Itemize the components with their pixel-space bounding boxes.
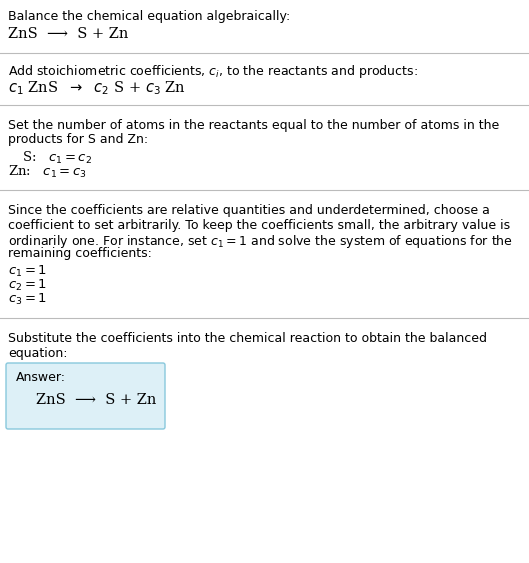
Text: $c_1$ ZnS  $\rightarrow$  $c_2$ S + $c_3$ Zn: $c_1$ ZnS $\rightarrow$ $c_2$ S + $c_3$ … — [8, 79, 186, 97]
Text: Answer:: Answer: — [16, 371, 66, 384]
Text: Set the number of atoms in the reactants equal to the number of atoms in the: Set the number of atoms in the reactants… — [8, 119, 499, 132]
Text: Since the coefficients are relative quantities and underdetermined, choose a: Since the coefficients are relative quan… — [8, 204, 490, 217]
Text: Add stoichiometric coefficients, $c_i$, to the reactants and products:: Add stoichiometric coefficients, $c_i$, … — [8, 62, 418, 79]
Text: coefficient to set arbitrarily. To keep the coefficients small, the arbitrary va: coefficient to set arbitrarily. To keep … — [8, 218, 510, 231]
Text: $c_3 = 1$: $c_3 = 1$ — [8, 292, 47, 307]
Text: $c_2 = 1$: $c_2 = 1$ — [8, 278, 47, 293]
Text: equation:: equation: — [8, 346, 68, 360]
Text: ZnS  ⟶  S + Zn: ZnS ⟶ S + Zn — [8, 26, 129, 41]
Text: ordinarily one. For instance, set $c_1 = 1$ and solve the system of equations fo: ordinarily one. For instance, set $c_1 =… — [8, 233, 513, 250]
Text: Substitute the coefficients into the chemical reaction to obtain the balanced: Substitute the coefficients into the che… — [8, 332, 487, 345]
FancyBboxPatch shape — [6, 363, 165, 429]
Text: Zn:   $c_1 = c_3$: Zn: $c_1 = c_3$ — [8, 164, 87, 180]
Text: remaining coefficients:: remaining coefficients: — [8, 248, 152, 261]
Text: Balance the chemical equation algebraically:: Balance the chemical equation algebraica… — [8, 10, 290, 23]
Text: ZnS  ⟶  S + Zn: ZnS ⟶ S + Zn — [36, 393, 157, 407]
Text: S:   $c_1 = c_2$: S: $c_1 = c_2$ — [22, 150, 92, 166]
Text: products for S and Zn:: products for S and Zn: — [8, 133, 148, 146]
Text: $c_1 = 1$: $c_1 = 1$ — [8, 264, 47, 279]
